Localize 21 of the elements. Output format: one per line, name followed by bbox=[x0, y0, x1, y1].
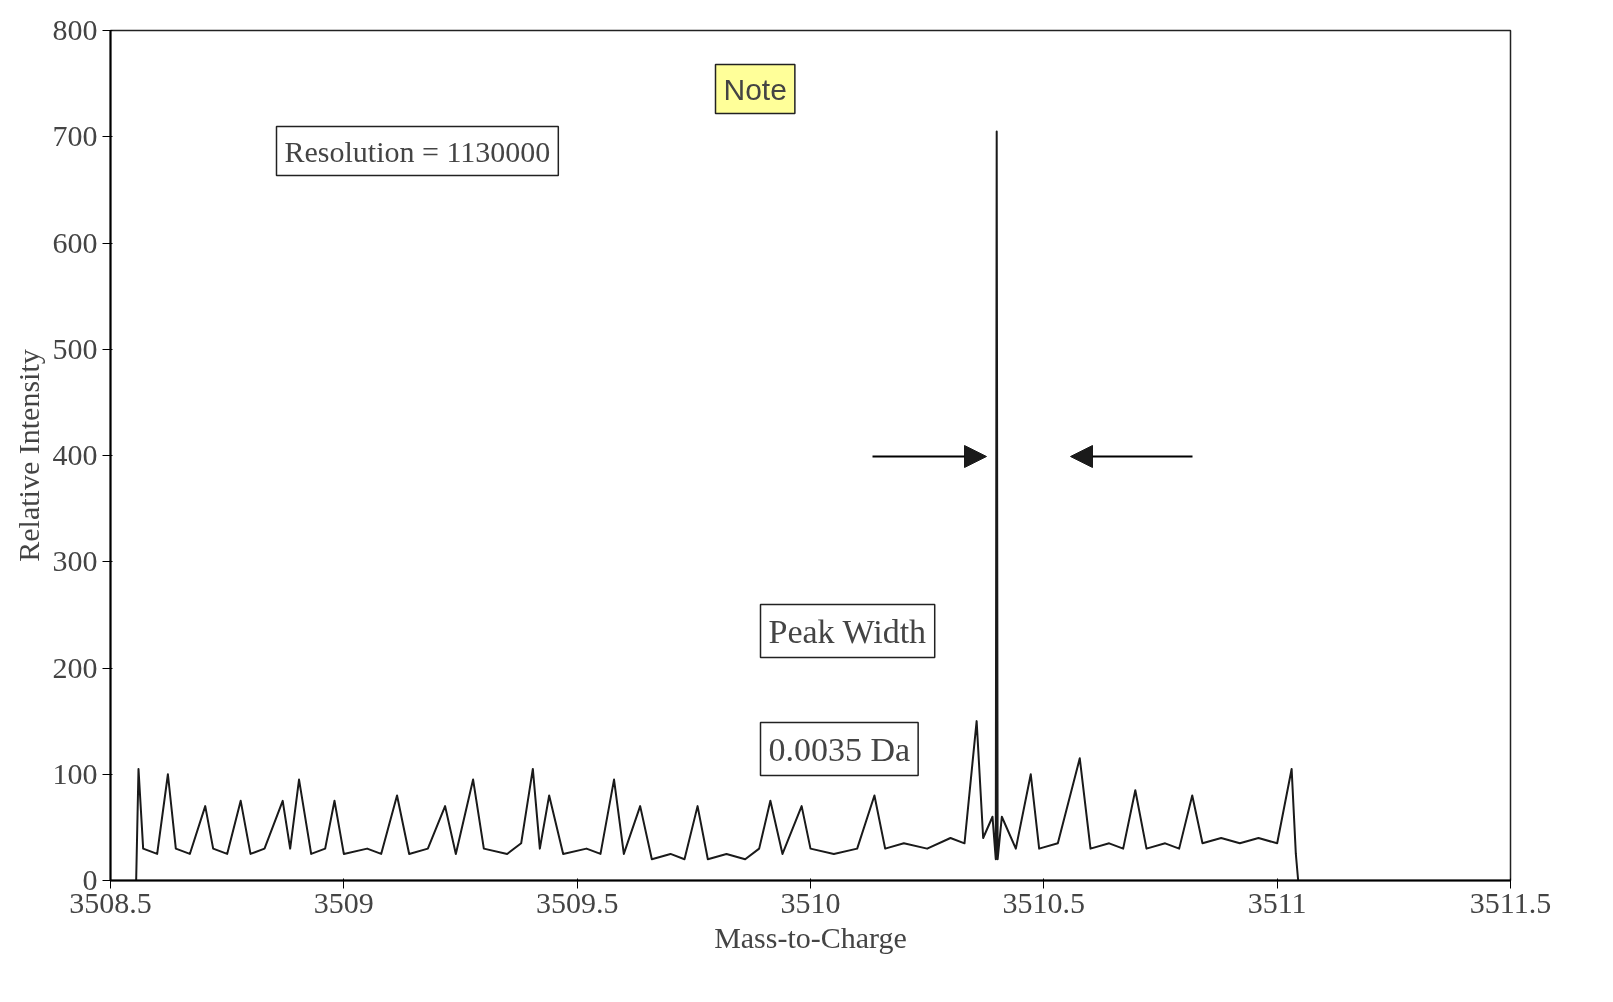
y-tick-label: 100 bbox=[52, 756, 98, 790]
x-tick-label: 3509.5 bbox=[535, 885, 619, 919]
y-tick-label: 500 bbox=[52, 331, 98, 365]
annotation: Resolution = 1130000 bbox=[284, 134, 551, 168]
y-axis-title: Relative Intensity bbox=[11, 349, 45, 562]
y-tick-label: 700 bbox=[52, 119, 98, 153]
x-tick-label: 3511 bbox=[1247, 885, 1307, 919]
x-tick-label: 3509 bbox=[313, 885, 374, 919]
x-tick-label: 3510 bbox=[780, 885, 841, 919]
y-tick-label: 200 bbox=[52, 650, 98, 684]
y-tick-label: 400 bbox=[52, 438, 98, 471]
x-axis-title: Mass-to-Charge bbox=[714, 920, 907, 954]
y-tick-label: 600 bbox=[52, 225, 98, 259]
annotation: Peak Width bbox=[768, 612, 927, 650]
line-series bbox=[135, 130, 1300, 881]
x-tick-label: 3510.5 bbox=[1002, 885, 1086, 919]
y-tick-label: 800 bbox=[52, 13, 98, 46]
y-tick-label: 300 bbox=[52, 544, 98, 578]
x-tick-label: 3511.5 bbox=[1469, 885, 1552, 919]
annotation: Note bbox=[723, 72, 787, 106]
annotation: 0.0035 Da bbox=[768, 730, 911, 768]
